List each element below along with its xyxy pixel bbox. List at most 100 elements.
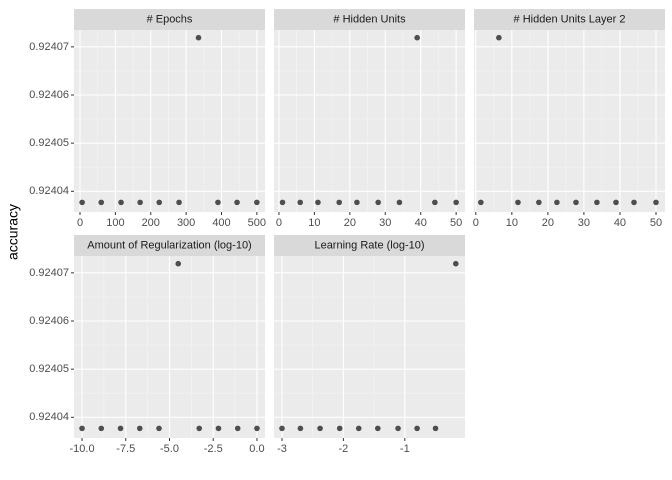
x-tick-label: 10 <box>308 217 320 229</box>
y-tick-label: 0.92405 <box>29 363 69 375</box>
point <box>156 425 162 432</box>
x-tick-label: 300 <box>177 217 195 229</box>
x-tick-label: 30 <box>578 217 590 229</box>
y-axis-label: accuracy <box>5 204 21 260</box>
y-tick-label: 0.92407 <box>29 267 69 279</box>
point <box>215 425 222 432</box>
point <box>536 199 542 206</box>
strip-background <box>274 9 465 30</box>
panel-background <box>474 30 665 212</box>
x-tick-label: 20 <box>344 217 356 229</box>
point <box>374 425 381 432</box>
point <box>355 425 362 432</box>
strip-title: # Hidden Units <box>333 13 406 25</box>
point <box>478 199 484 206</box>
point <box>175 260 182 267</box>
point <box>118 199 124 206</box>
point <box>452 260 459 267</box>
strip-background <box>74 9 265 30</box>
point <box>137 199 143 206</box>
point <box>354 199 360 206</box>
x-tick-label: 10 <box>506 217 518 229</box>
point <box>297 425 304 432</box>
x-tick-label: 500 <box>248 217 266 229</box>
x-tick-label: -7.5 <box>116 443 135 455</box>
point <box>496 34 502 41</box>
point <box>515 199 521 206</box>
panel-background <box>274 30 465 212</box>
x-tick-label: -5.0 <box>160 443 179 455</box>
strip-background <box>274 235 465 256</box>
point <box>234 199 240 206</box>
point <box>317 425 323 432</box>
point <box>196 425 203 432</box>
strip-background <box>74 235 265 256</box>
x-tick-label: 400 <box>212 217 230 229</box>
point <box>79 425 85 432</box>
y-tick-label: 0.92405 <box>29 137 69 149</box>
point <box>554 199 560 206</box>
x-tick-label: 100 <box>106 217 124 229</box>
point <box>631 199 637 206</box>
strip-title: # Epochs <box>147 13 193 25</box>
point <box>215 199 221 206</box>
x-tick-label: -2 <box>339 443 349 455</box>
point <box>594 199 600 206</box>
x-tick-label: 50 <box>450 217 462 229</box>
point <box>254 425 260 432</box>
x-tick-label: 40 <box>415 217 427 229</box>
point <box>254 199 260 206</box>
point <box>297 199 304 206</box>
x-tick-label: 0.0 <box>249 443 264 455</box>
x-tick-label: 0 <box>473 217 479 229</box>
point <box>453 199 459 206</box>
point <box>653 199 659 206</box>
strip-title: # Hidden Units Layer 2 <box>514 13 626 25</box>
point <box>195 34 202 41</box>
x-tick-label: -1 <box>400 443 410 455</box>
point <box>375 199 381 206</box>
y-tick-label: 0.92407 <box>29 41 69 53</box>
x-tick-label: 0 <box>276 217 282 229</box>
x-tick-label: -3 <box>277 443 287 455</box>
strip-background <box>474 9 665 30</box>
y-tick-label: 0.92406 <box>29 315 69 327</box>
x-tick-label: -10.0 <box>70 443 95 455</box>
point <box>234 425 241 432</box>
point <box>176 199 182 206</box>
point <box>98 425 105 432</box>
point <box>395 425 401 432</box>
point <box>79 199 85 206</box>
point <box>156 199 163 206</box>
x-tick-label: 50 <box>650 217 662 229</box>
strip-title: Learning Rate (log-10) <box>314 239 424 251</box>
point <box>573 199 579 206</box>
x-tick-label: 30 <box>379 217 391 229</box>
x-tick-label: -2.5 <box>204 443 223 455</box>
point <box>279 199 286 206</box>
x-tick-label: 200 <box>142 217 160 229</box>
point <box>414 34 420 41</box>
panel-background <box>74 30 265 212</box>
panel-background <box>274 256 465 438</box>
x-tick-label: 20 <box>542 217 554 229</box>
point <box>117 425 124 432</box>
point <box>315 199 321 206</box>
point <box>279 425 285 432</box>
point <box>336 199 343 206</box>
y-tick-label: 0.92406 <box>29 89 69 101</box>
point <box>432 199 438 206</box>
point <box>396 199 403 206</box>
strip-title: Amount of Regularization (log-10) <box>87 239 251 251</box>
point <box>414 425 420 432</box>
point <box>136 425 143 432</box>
point <box>613 199 619 206</box>
point <box>336 425 343 432</box>
point <box>98 199 105 206</box>
x-tick-label: 40 <box>614 217 626 229</box>
y-tick-label: 0.92404 <box>29 185 69 197</box>
y-tick-label: 0.92404 <box>29 411 69 423</box>
x-tick-label: 0 <box>77 217 83 229</box>
point <box>432 425 439 432</box>
